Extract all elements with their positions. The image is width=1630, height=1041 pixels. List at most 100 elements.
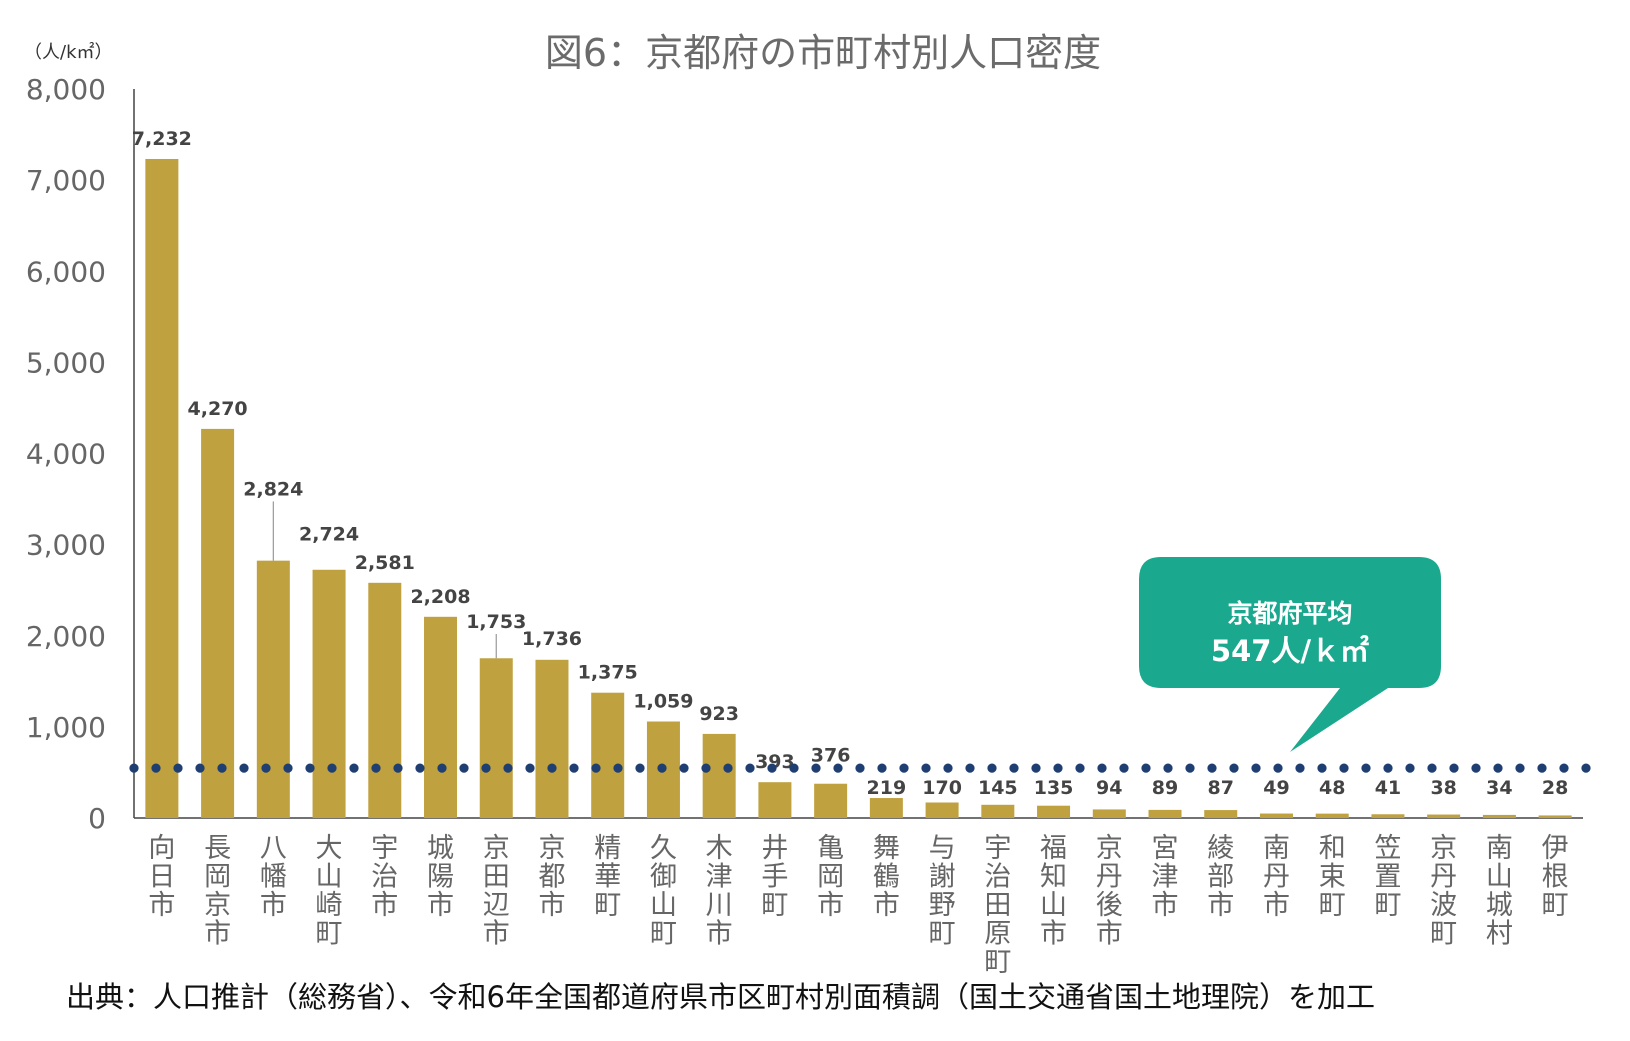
average-dot [1559,763,1569,773]
value-label: 49 [1263,777,1289,799]
category-label: 京丹後市 [1096,833,1123,950]
average-dot [261,763,271,773]
average-dot [855,763,865,773]
value-label: 38 [1430,777,1456,799]
average-callout: 京都府平均 547人/ｋ㎡ [1139,557,1441,752]
y-tick-label: 4,000 [26,438,106,471]
average-dot [195,763,205,773]
callout-label-line2: 547人/ｋ㎡ [1211,634,1369,668]
average-dot [745,763,755,773]
category-label: 京都市 [538,833,565,921]
value-label: 393 [755,751,795,773]
average-dot [1163,763,1173,773]
category-label: 宇治市 [371,833,398,921]
category-label: 和束町 [1319,833,1346,921]
value-label: 1,059 [633,690,693,712]
category-label: 福知山市 [1040,833,1067,950]
average-dot [767,763,777,773]
y-axis-unit-label: （人/k㎡） [24,41,113,63]
bar [1427,814,1461,818]
category-label: 南丹市 [1263,833,1290,921]
bar [1538,815,1572,818]
bar [145,158,179,818]
average-dot [327,763,337,773]
y-tick-label: 5,000 [26,346,106,379]
bar [591,692,625,818]
category-label: 与謝野町 [929,833,956,950]
bars-group [145,158,1572,818]
bar [535,659,569,818]
average-dot [503,763,513,773]
average-line [129,763,1591,773]
callout-bubble [1139,557,1441,752]
category-label: 京田辺市 [483,833,510,950]
average-dot [1295,763,1305,773]
average-dot [833,763,843,773]
average-dot [1427,763,1437,773]
average-dot [1207,763,1217,773]
y-tick-label: 2,000 [26,620,106,653]
average-dot [965,763,975,773]
bar [1037,805,1071,818]
value-label: 2,581 [355,552,415,574]
value-label: 41 [1375,777,1401,799]
bar [256,560,290,818]
value-label: 2,824 [243,478,303,500]
value-labels-group: 7,232 4,270 2,824 2,724 2,581 2,208 1,7531,736… [132,128,1569,799]
value-label: 87 [1208,777,1234,799]
average-dot [525,763,535,773]
average-dot [371,763,381,773]
y-tick-label: 6,000 [26,255,106,288]
category-label: 久御山町 [650,833,677,950]
average-dot [1185,763,1195,773]
average-dot [1471,763,1481,773]
average-dot [723,763,733,773]
value-label: 4,270 [188,398,248,420]
y-tick-label: 0 [88,802,106,835]
average-dot [1581,763,1591,773]
bar [424,616,458,818]
average-dot [899,763,909,773]
average-dot [151,763,161,773]
value-label: 2,208 [410,586,470,608]
bar [814,783,848,818]
bar [702,733,736,818]
value-label: 923 [699,703,739,725]
average-dot [1537,763,1547,773]
bar [1204,810,1238,818]
average-dot [1075,763,1085,773]
category-label: 宇治田原町 [984,833,1011,978]
bar [869,798,903,818]
average-dot [1273,763,1283,773]
bar [758,782,792,818]
bar [1092,809,1126,818]
y-tick-label: 3,000 [26,529,106,562]
y-tick-label: 8,000 [26,73,106,106]
value-label: 376 [811,745,851,767]
average-dot [635,763,645,773]
average-dot [1493,763,1503,773]
average-dot [789,763,799,773]
category-label: 木津川市 [706,833,733,950]
average-dot [547,763,557,773]
average-dot [1251,763,1261,773]
value-label: 170 [922,777,962,799]
average-dot [1339,763,1349,773]
value-label: 145 [978,777,1018,799]
average-dot [1317,763,1327,773]
average-dot [1009,763,1019,773]
bar [925,802,959,818]
average-dot [283,763,293,773]
average-dot [877,763,887,773]
value-label: 2,724 [299,524,359,546]
value-label: 219 [867,777,907,799]
category-labels-group: 向日市 長岡京市 八幡市 大山崎町 宇治市 城陽市 京田辺市 京都市 精華町 久御山町 木津川市 井手… [148,833,1568,978]
average-dot [1361,763,1371,773]
average-dot [481,763,491,773]
average-dot [1097,763,1107,773]
average-dot [305,763,315,773]
average-dot [811,763,821,773]
bar [1371,814,1405,818]
bar [479,658,513,818]
